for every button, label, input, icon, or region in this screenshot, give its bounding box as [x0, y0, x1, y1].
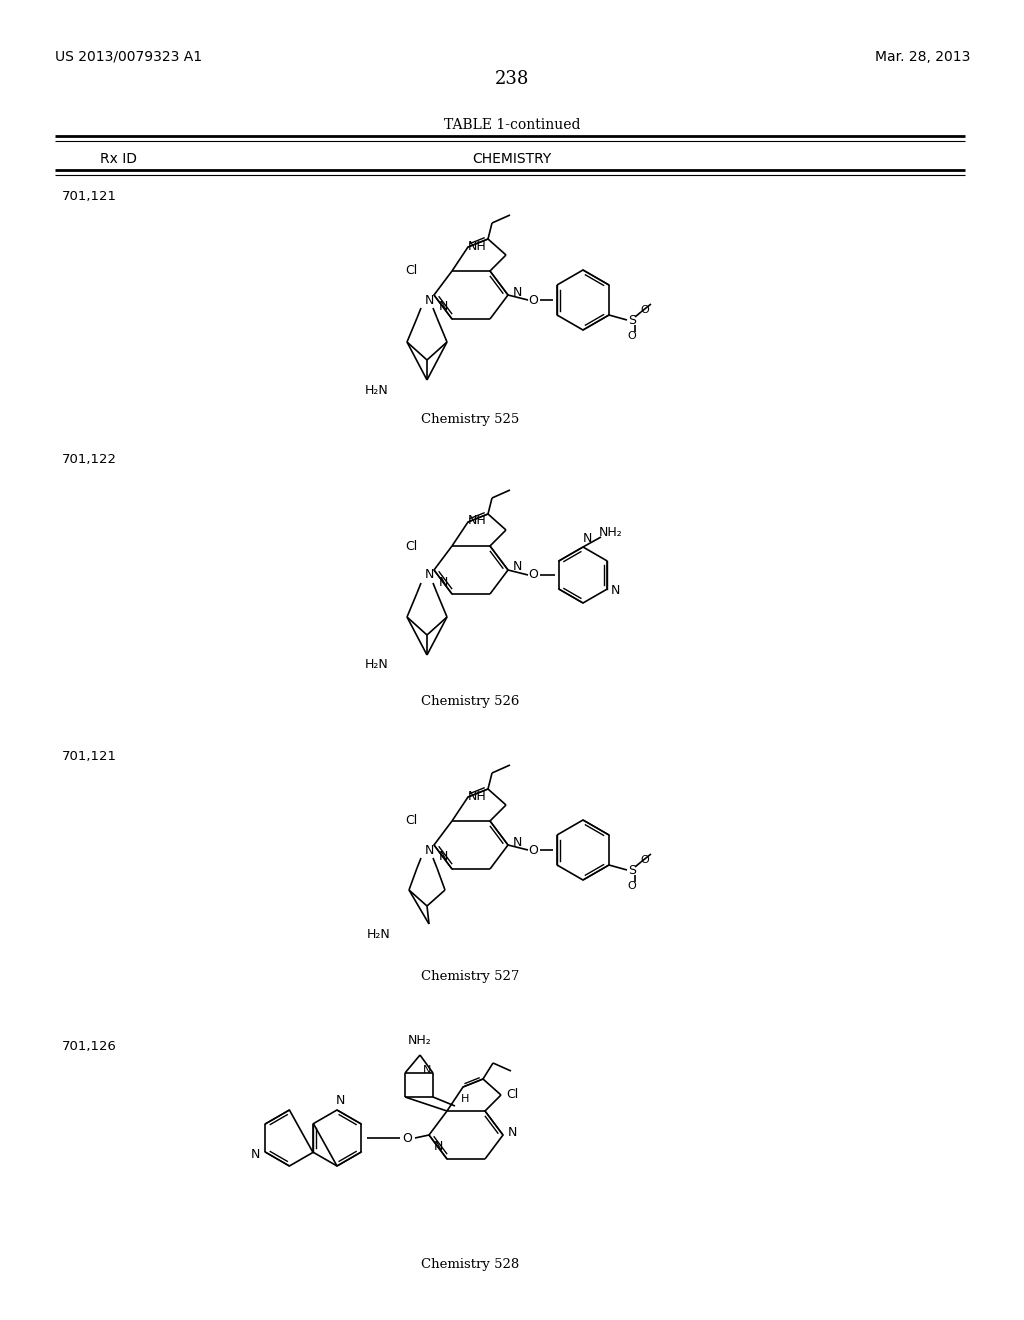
Text: TABLE 1-continued: TABLE 1-continued — [443, 117, 581, 132]
Text: N: N — [513, 836, 522, 849]
Text: O: O — [628, 331, 636, 341]
Text: 701,122: 701,122 — [62, 453, 117, 466]
Text: NH₂: NH₂ — [599, 525, 623, 539]
Text: H₂N: H₂N — [366, 659, 389, 672]
Text: 701,121: 701,121 — [62, 750, 117, 763]
Text: Cl: Cl — [506, 1089, 518, 1101]
Text: N: N — [433, 1140, 442, 1154]
Text: O: O — [528, 843, 538, 857]
Text: N: N — [335, 1093, 345, 1106]
Text: H₂N: H₂N — [366, 384, 389, 396]
Text: 701,121: 701,121 — [62, 190, 117, 203]
Text: O: O — [528, 293, 538, 306]
Text: NH: NH — [468, 515, 486, 528]
Text: N: N — [513, 285, 522, 298]
Text: NH: NH — [468, 789, 486, 803]
Text: US 2013/0079323 A1: US 2013/0079323 A1 — [55, 50, 202, 63]
Text: N: N — [513, 561, 522, 573]
Text: Chemistry 526: Chemistry 526 — [421, 696, 519, 708]
Text: O: O — [641, 855, 649, 865]
Text: N: N — [610, 585, 620, 598]
Text: Chemistry 528: Chemistry 528 — [421, 1258, 519, 1271]
Text: Mar. 28, 2013: Mar. 28, 2013 — [874, 50, 970, 63]
Text: O: O — [528, 569, 538, 582]
Text: 701,126: 701,126 — [62, 1040, 117, 1053]
Text: S: S — [628, 863, 636, 876]
Text: Cl: Cl — [406, 540, 418, 553]
Text: O: O — [402, 1131, 412, 1144]
Text: N: N — [424, 569, 434, 582]
Text: CHEMISTRY: CHEMISTRY — [472, 152, 552, 166]
Text: N: N — [583, 532, 592, 545]
Text: NH₂: NH₂ — [409, 1034, 432, 1047]
Text: Cl: Cl — [406, 814, 418, 828]
Text: O: O — [628, 880, 636, 891]
Text: Rx ID: Rx ID — [100, 152, 137, 166]
Text: S: S — [628, 314, 636, 326]
Text: H₂N: H₂N — [368, 928, 391, 940]
Text: N: N — [424, 843, 434, 857]
Text: N: N — [438, 850, 447, 863]
Text: NH: NH — [468, 239, 486, 252]
Text: H: H — [461, 1094, 469, 1104]
Text: N: N — [423, 1065, 431, 1074]
Text: N: N — [438, 576, 447, 589]
Text: N: N — [251, 1147, 260, 1160]
Text: N: N — [424, 293, 434, 306]
Text: N: N — [508, 1126, 517, 1138]
Text: O: O — [641, 305, 649, 315]
Text: Cl: Cl — [406, 264, 418, 277]
Text: Chemistry 527: Chemistry 527 — [421, 970, 519, 983]
Text: 238: 238 — [495, 70, 529, 88]
Text: Chemistry 525: Chemistry 525 — [421, 413, 519, 426]
Text: N: N — [438, 301, 447, 314]
